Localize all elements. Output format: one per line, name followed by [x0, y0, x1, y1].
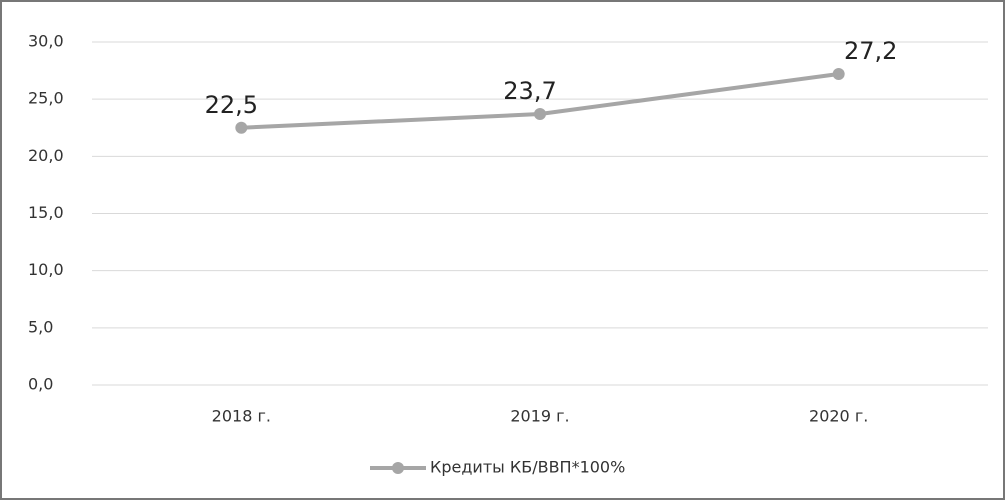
data-label: 22,5 — [205, 91, 258, 119]
x-tick-label: 2019 г. — [510, 407, 569, 426]
legend-marker — [392, 462, 404, 474]
y-tick-label: 10,0 — [28, 260, 64, 279]
data-point — [832, 68, 845, 81]
data-label: 23,7 — [503, 77, 556, 105]
y-tick-label: 30,0 — [28, 32, 64, 51]
x-tick-label: 2020 г. — [809, 407, 868, 426]
data-label: 27,2 — [844, 37, 897, 65]
legend-label: Кредиты КБ/ВВП*100% — [430, 458, 625, 477]
data-point — [235, 121, 248, 134]
y-tick-label: 25,0 — [28, 89, 64, 108]
y-tick-label: 15,0 — [28, 203, 64, 222]
y-tick-label: 5,0 — [28, 317, 53, 336]
x-tick-label: 2018 г. — [212, 407, 271, 426]
y-tick-label: 0,0 — [28, 375, 53, 394]
data-point — [534, 108, 546, 121]
y-tick-label: 20,0 — [28, 146, 64, 165]
